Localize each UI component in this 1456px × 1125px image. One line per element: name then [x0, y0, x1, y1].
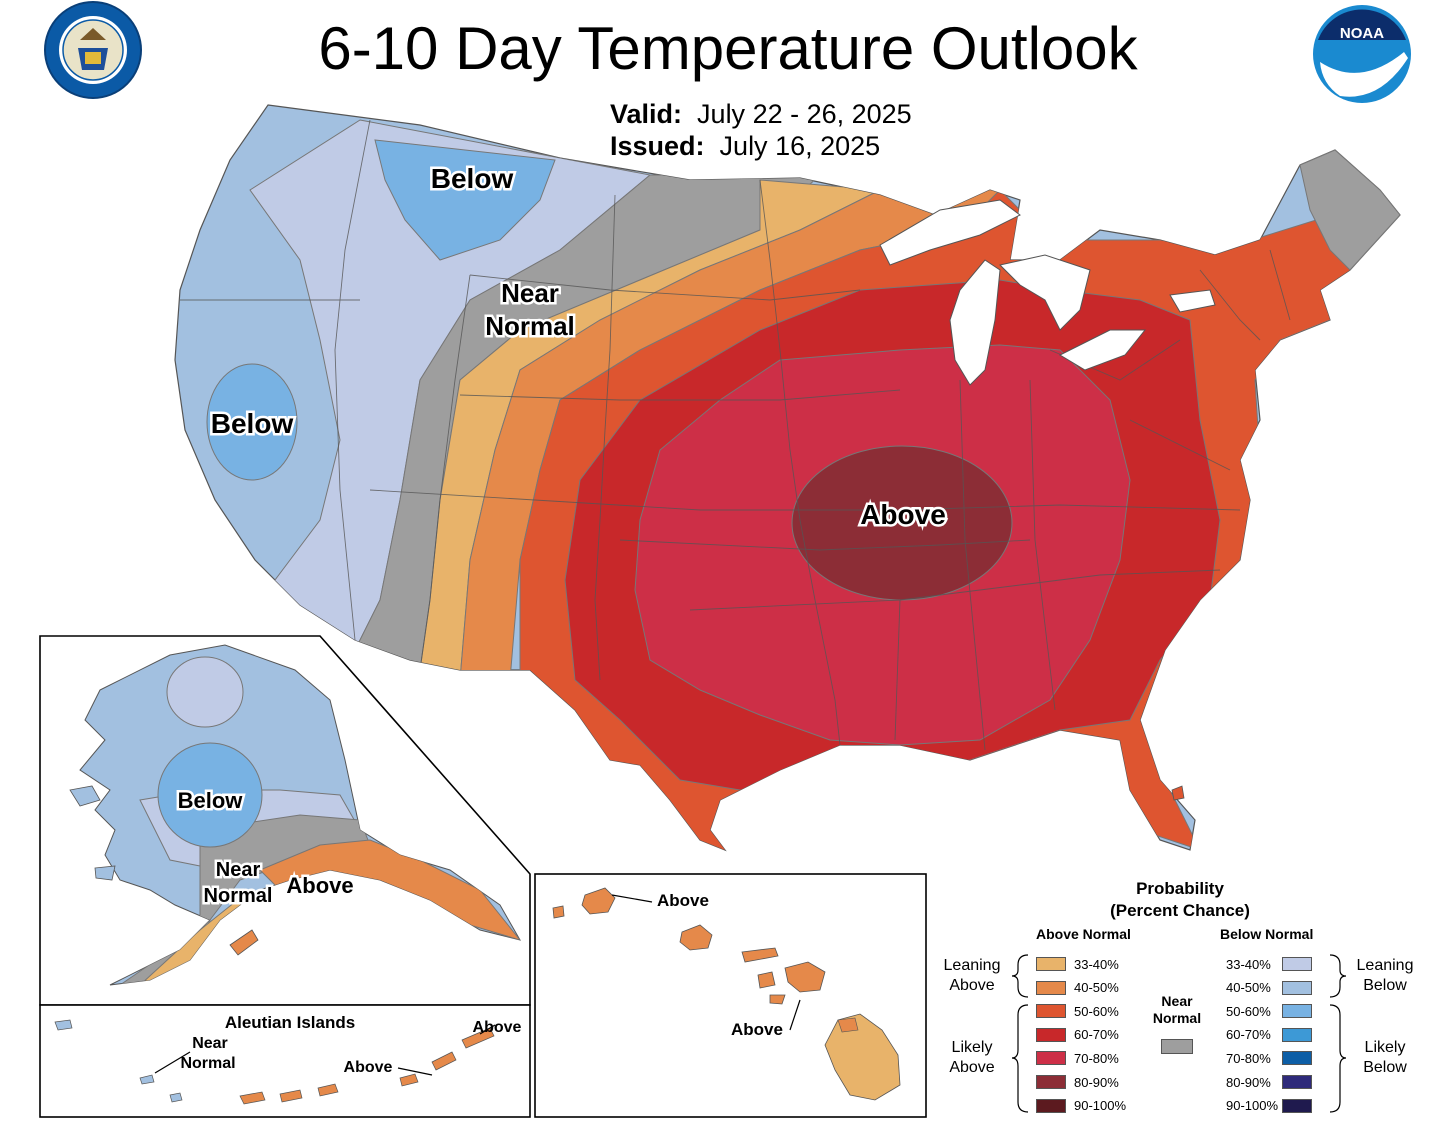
legend-above-row: 70-80% — [1036, 1047, 1119, 1069]
legend-below-row: 80-90% — [1226, 1071, 1312, 1093]
legend-near-normal-swatch — [1161, 1039, 1193, 1054]
legend-swatch — [1036, 1027, 1066, 1042]
label-above-center: Above — [860, 499, 946, 530]
legend-above-row: 33-40% — [1036, 953, 1119, 975]
label-aleutian-above-1: Above — [344, 1059, 393, 1076]
aleutian-title: Aleutian Islands — [225, 1013, 355, 1032]
legend-below-row: 50-60% — [1226, 1000, 1312, 1022]
label-hawaii-above-2: Above — [731, 1020, 783, 1039]
label-alaska-above: Above — [286, 873, 353, 898]
label-alaska-near-line1: Near — [216, 859, 261, 881]
legend-leaning-below: Leaning Below — [1348, 956, 1422, 996]
leaning-below-line1: Leaning — [1356, 957, 1414, 974]
legend-swatch — [1282, 1098, 1312, 1113]
valid-label: Valid: — [610, 99, 683, 129]
legend-above-row: 50-60% — [1036, 1000, 1119, 1022]
label-alaska-near-line2: Normal — [204, 885, 273, 907]
legend-range-label: 80-90% — [1226, 1074, 1271, 1090]
label-hawaii-above-1: Above — [657, 891, 709, 910]
legend-swatch — [1282, 1051, 1312, 1066]
legend-title: Probability (Percent Chance) — [1080, 878, 1280, 922]
legend-range-label: 70-80% — [1074, 1050, 1119, 1066]
legend-range-label: 90-100% — [1074, 1098, 1127, 1114]
legend-above-header: Above Normal — [1036, 926, 1131, 942]
legend-range-label: 33-40% — [1074, 956, 1119, 972]
legend-range-label: 50-60% — [1226, 1003, 1271, 1019]
alaska-inset: Below Near Normal Above — [39, 635, 531, 1006]
legend-below-row: 70-80% — [1226, 1047, 1312, 1069]
aleutian-inset: Aleutian Islands Near Normal Above Above — [39, 1004, 531, 1118]
leaning-below-line2: Below — [1363, 977, 1407, 994]
leaning-above-line2: Above — [949, 977, 995, 994]
legend-below-header: Below Normal — [1220, 926, 1314, 942]
near-normal-line2: Normal — [1152, 1010, 1202, 1026]
legend-below-row: 33-40% — [1226, 953, 1312, 975]
legend-below-row: 40-50% — [1226, 977, 1312, 999]
legend-swatch — [1036, 1004, 1066, 1019]
leaning-above-line1: Leaning — [943, 957, 1001, 974]
legend-above-row: 90-100% — [1036, 1095, 1126, 1117]
legend-near-normal: Near Normal — [1146, 993, 1208, 1027]
likely-above-line2: Above — [949, 1059, 995, 1076]
legend-swatch — [1036, 980, 1066, 995]
legend-below-row: 90-100% — [1226, 1095, 1312, 1117]
commerce-seal — [44, 1, 142, 99]
legend-likely-below: Likely Below — [1348, 1038, 1422, 1078]
legend-swatch — [1282, 1004, 1312, 1019]
legend-swatch — [1036, 1051, 1066, 1066]
legend-range-label: 70-80% — [1226, 1050, 1271, 1066]
legend-range-label: 40-50% — [1074, 980, 1119, 996]
legend-range-label: 50-60% — [1074, 1003, 1119, 1019]
legend-range-label: 80-90% — [1074, 1074, 1119, 1090]
label-alaska-below: Below — [178, 788, 244, 813]
legend-range-label: 90-100% — [1226, 1098, 1279, 1114]
great-lakes — [879, 199, 1216, 386]
legend-swatch — [1036, 957, 1066, 971]
legend-likely-above: Likely Above — [936, 1038, 1008, 1078]
label-aleutian-near-line1: Near — [192, 1035, 228, 1052]
legend-above-row: 80-90% — [1036, 1071, 1119, 1093]
legend-title-line1: Probability — [1136, 879, 1224, 898]
legend-swatch — [1036, 1098, 1066, 1113]
legend-swatch — [1282, 1075, 1312, 1089]
page-title: 6-10 Day Temperature Outlook — [318, 15, 1138, 82]
legend-below-row: 60-70% — [1226, 1024, 1312, 1046]
issued-label: Issued: — [610, 131, 705, 161]
legend-title-line2: (Percent Chance) — [1110, 901, 1250, 920]
legend-swatch — [1282, 980, 1312, 995]
issued-value: July 16, 2025 — [719, 131, 881, 161]
label-aleutian-near-line2: Normal — [180, 1055, 235, 1072]
label-below-north: Below — [431, 163, 514, 194]
likely-below-line1: Likely — [1364, 1039, 1406, 1056]
legend-range-label: 40-50% — [1226, 980, 1271, 996]
label-aleutian-above-2: Above — [473, 1019, 522, 1036]
legend-range-label: 33-40% — [1226, 956, 1271, 972]
hawaii-inset: Above Above — [534, 873, 927, 1118]
valid-value: July 22 - 26, 2025 — [697, 99, 912, 129]
near-normal-line1: Near — [1161, 993, 1193, 1009]
legend-swatch — [1036, 1075, 1066, 1089]
legend-swatch — [1282, 957, 1312, 971]
legend-swatch — [1282, 1027, 1312, 1042]
legend-above-row: 40-50% — [1036, 977, 1119, 999]
legend-range-label: 60-70% — [1074, 1027, 1119, 1043]
likely-above-line1: Likely — [951, 1039, 993, 1056]
likely-below-line2: Below — [1363, 1059, 1407, 1076]
label-near-normal-line2: Normal — [485, 311, 575, 341]
legend-leaning-above: Leaning Above — [936, 956, 1008, 996]
legend-range-label: 60-70% — [1226, 1027, 1271, 1043]
legend-above-row: 60-70% — [1036, 1024, 1119, 1046]
label-below-west: Below — [211, 408, 294, 439]
label-near-normal-line1: Near — [501, 278, 559, 308]
noaa-logo: NOAA — [1313, 5, 1411, 103]
valid-row: Valid: July 22 - 26, 2025 — [610, 98, 912, 130]
noaa-logo-text: NOAA — [1340, 25, 1384, 42]
issued-row: Issued: July 16, 2025 — [610, 130, 880, 162]
